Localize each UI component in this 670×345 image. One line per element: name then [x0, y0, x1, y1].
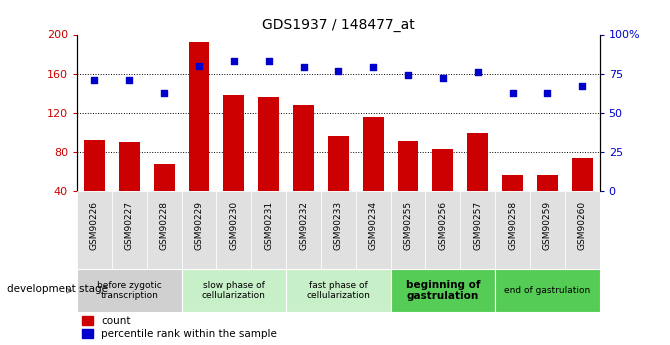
Text: slow phase of
cellularization: slow phase of cellularization: [202, 281, 266, 300]
Point: [472, 69, 483, 75]
Bar: [84, 140, 105, 231]
Point: [438, 76, 448, 81]
Bar: [565, 191, 600, 269]
Bar: [293, 105, 314, 231]
Text: GSM90256: GSM90256: [438, 201, 448, 250]
Bar: [77, 269, 182, 312]
Bar: [223, 95, 245, 231]
Bar: [425, 191, 460, 269]
Bar: [188, 42, 210, 231]
Point: [124, 77, 135, 83]
Point: [228, 58, 239, 64]
Text: GSM90232: GSM90232: [299, 201, 308, 250]
Bar: [328, 136, 349, 231]
Point: [194, 63, 204, 69]
Point: [368, 65, 379, 70]
Point: [507, 90, 518, 95]
Bar: [362, 117, 384, 231]
Bar: [77, 191, 112, 269]
Point: [298, 65, 309, 70]
Point: [159, 90, 170, 95]
Text: end of gastrulation: end of gastrulation: [505, 286, 590, 295]
Title: GDS1937 / 148477_at: GDS1937 / 148477_at: [262, 18, 415, 32]
Bar: [286, 191, 321, 269]
Bar: [537, 175, 558, 231]
Bar: [572, 158, 593, 231]
Bar: [112, 191, 147, 269]
Bar: [258, 97, 279, 231]
Text: fast phase of
cellularization: fast phase of cellularization: [306, 281, 371, 300]
Text: before zygotic
transcription: before zygotic transcription: [97, 281, 161, 300]
Text: GSM90227: GSM90227: [125, 201, 134, 250]
Text: GSM90233: GSM90233: [334, 201, 343, 250]
Text: GSM90234: GSM90234: [369, 201, 378, 250]
Bar: [182, 191, 216, 269]
Text: GSM90260: GSM90260: [578, 201, 587, 250]
Bar: [182, 269, 286, 312]
Point: [403, 72, 413, 78]
Point: [89, 77, 100, 83]
Bar: [356, 191, 391, 269]
Point: [542, 90, 553, 95]
Bar: [321, 191, 356, 269]
Bar: [391, 191, 425, 269]
Bar: [153, 164, 175, 231]
Point: [333, 68, 344, 73]
Text: beginning of
gastrulation: beginning of gastrulation: [405, 280, 480, 302]
Text: GSM90258: GSM90258: [508, 201, 517, 250]
Bar: [460, 191, 495, 269]
Bar: [495, 191, 530, 269]
Text: GSM90226: GSM90226: [90, 201, 99, 250]
Text: GSM90230: GSM90230: [229, 201, 239, 250]
Bar: [216, 191, 251, 269]
Text: GSM90257: GSM90257: [473, 201, 482, 250]
Text: GSM90255: GSM90255: [403, 201, 413, 250]
Bar: [530, 191, 565, 269]
Point: [577, 83, 588, 89]
Bar: [495, 269, 600, 312]
Point: [263, 58, 274, 64]
Bar: [397, 141, 419, 231]
Bar: [391, 269, 495, 312]
Bar: [147, 191, 182, 269]
Text: GSM90231: GSM90231: [264, 201, 273, 250]
Bar: [119, 142, 140, 231]
Bar: [502, 175, 523, 231]
Text: development stage: development stage: [7, 284, 108, 294]
Bar: [286, 269, 391, 312]
Bar: [251, 191, 286, 269]
Text: GSM90259: GSM90259: [543, 201, 552, 250]
Legend: count, percentile rank within the sample: count, percentile rank within the sample: [82, 316, 277, 339]
Text: GSM90228: GSM90228: [159, 201, 169, 250]
Bar: [467, 132, 488, 231]
Text: GSM90229: GSM90229: [194, 201, 204, 250]
Bar: [432, 149, 454, 231]
